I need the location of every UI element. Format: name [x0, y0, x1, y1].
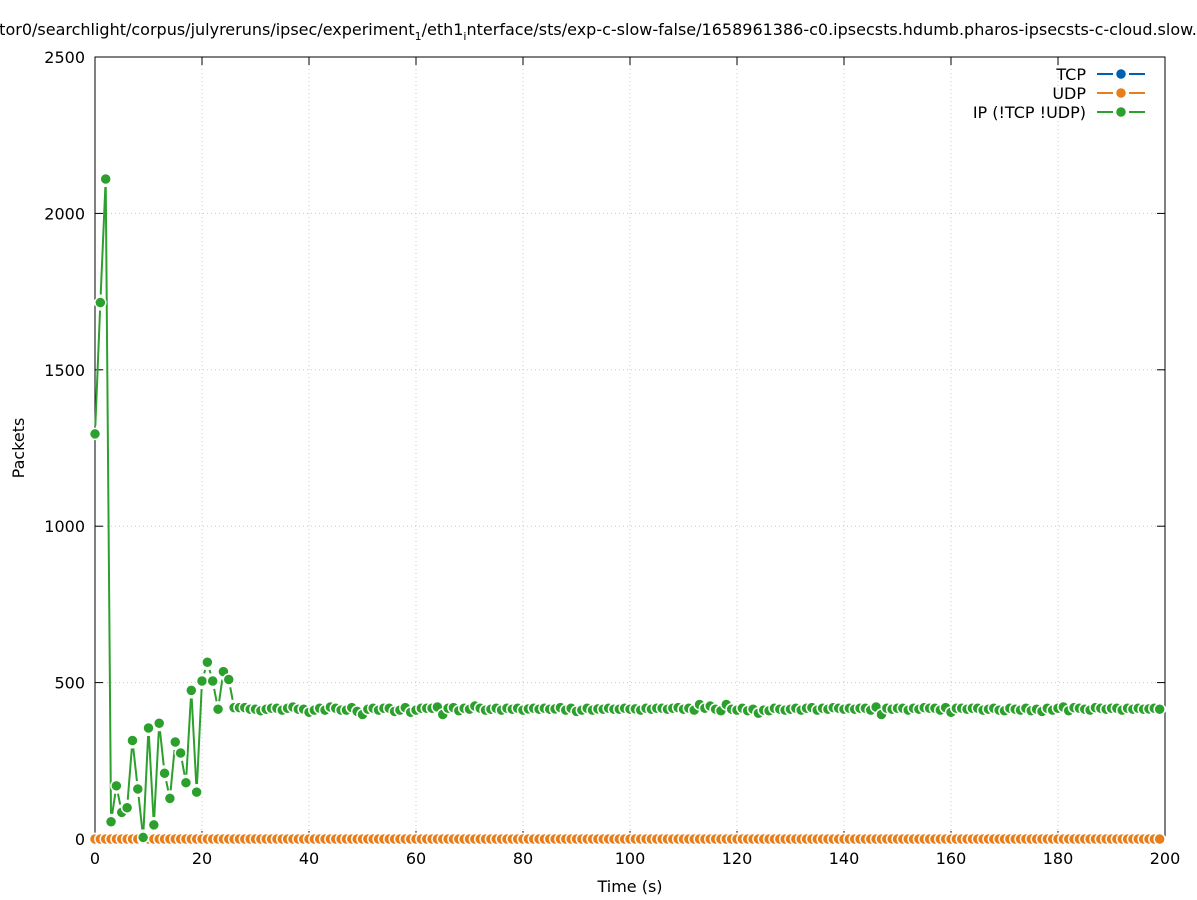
data-point: [1153, 702, 1166, 716]
axis-ticks: 0 20 40 60 80 100 120 140 160 180 2000500100015002…: [44, 48, 1180, 868]
y-tick-label: 1500: [44, 361, 85, 380]
series-line-segment: [203, 669, 207, 674]
series-line-segment: [190, 698, 198, 785]
series-line-segment: [132, 748, 138, 782]
series-line-segment: [94, 310, 102, 426]
data-point: [174, 746, 187, 760]
series-line-segment: [196, 688, 203, 785]
series-ip-tcp-udp-: [88, 172, 1166, 844]
series-line-segment: [213, 688, 218, 702]
y-tick-label: 0: [75, 830, 85, 849]
title-subscript: i: [463, 30, 466, 43]
series-line-segment: [99, 186, 107, 295]
title-subscript: 1: [415, 30, 422, 43]
data-point: [195, 674, 209, 688]
data-point: [206, 674, 219, 688]
chart-title: tor0/searchlight/corpus/julyreruns/ipsec…: [0, 20, 1197, 43]
series-line-segment: [181, 760, 186, 775]
series-line-segment: [142, 735, 150, 830]
x-tick-label: 0: [90, 849, 100, 868]
x-tick-label: 160: [936, 849, 967, 868]
title-segment: nterface/sts/exp-c-slow-false/1658961386…: [466, 20, 1196, 39]
series-line-segment: [208, 669, 212, 674]
y-tick-label: 500: [54, 674, 85, 693]
series-line-segment: [229, 687, 234, 700]
legend-label: UDP: [1052, 84, 1086, 103]
data-point: [179, 776, 193, 789]
legend-label: IP (!TCP !UDP): [973, 103, 1086, 122]
data-point: [147, 818, 161, 832]
series-udp: [88, 832, 1166, 846]
data-point: [94, 296, 107, 309]
data-point: [88, 427, 102, 441]
grid-lines: [95, 57, 1165, 839]
data-point: [211, 702, 225, 716]
data-point: [222, 673, 235, 686]
data-point: [1153, 832, 1166, 846]
y-tick-label: 1000: [44, 517, 85, 536]
series-layer: [88, 172, 1166, 846]
series-line-segment: [104, 186, 112, 814]
legend-marker: [1114, 86, 1128, 100]
series-line-segment: [137, 796, 144, 830]
series-line-segment: [218, 679, 224, 702]
series-line-segment: [126, 748, 133, 800]
legend-marker: [1114, 105, 1128, 119]
data-point: [99, 172, 112, 186]
x-tick-label: 20: [192, 849, 212, 868]
x-tick-label: 40: [299, 849, 319, 868]
title-segment: /eth1: [422, 20, 464, 39]
x-tick-label: 60: [406, 849, 426, 868]
data-point: [131, 782, 145, 796]
series-line-segment: [153, 731, 160, 817]
data-point: [126, 734, 139, 747]
series-line-segment: [147, 735, 155, 817]
data-point: [104, 815, 118, 829]
data-point: [158, 767, 171, 780]
series-line-segment: [111, 793, 117, 815]
x-tick-label: 200: [1150, 849, 1181, 868]
data-point: [185, 684, 198, 697]
series-line-segment: [185, 698, 192, 775]
data-point: [120, 801, 134, 814]
x-tick-label: 140: [829, 849, 860, 868]
series-line-segment: [165, 780, 170, 791]
series-line-segment: [159, 731, 165, 766]
series-line-segment: [169, 749, 176, 791]
x-tick-label: 80: [513, 849, 533, 868]
title-segment: tor0/searchlight/corpus/julyreruns/ipsec…: [0, 20, 415, 39]
data-point: [163, 792, 177, 805]
legend-marker: [1114, 67, 1128, 81]
series-line-segment: [116, 793, 122, 805]
x-axis-label: Time (s): [596, 877, 662, 896]
data-point: [136, 831, 150, 844]
y-axis-label: Packets: [9, 418, 28, 479]
data-point: [142, 721, 155, 735]
data-point: [169, 735, 182, 749]
x-tick-label: 120: [722, 849, 753, 868]
y-tick-label: 2000: [44, 204, 85, 223]
data-point: [190, 785, 203, 799]
x-tick-label: 180: [1043, 849, 1074, 868]
x-tick-label: 100: [615, 849, 646, 868]
legend-label: TCP: [1055, 65, 1086, 84]
data-point: [110, 779, 123, 793]
data-point: [201, 656, 214, 669]
y-tick-label: 2500: [44, 48, 85, 67]
data-point: [152, 717, 166, 730]
